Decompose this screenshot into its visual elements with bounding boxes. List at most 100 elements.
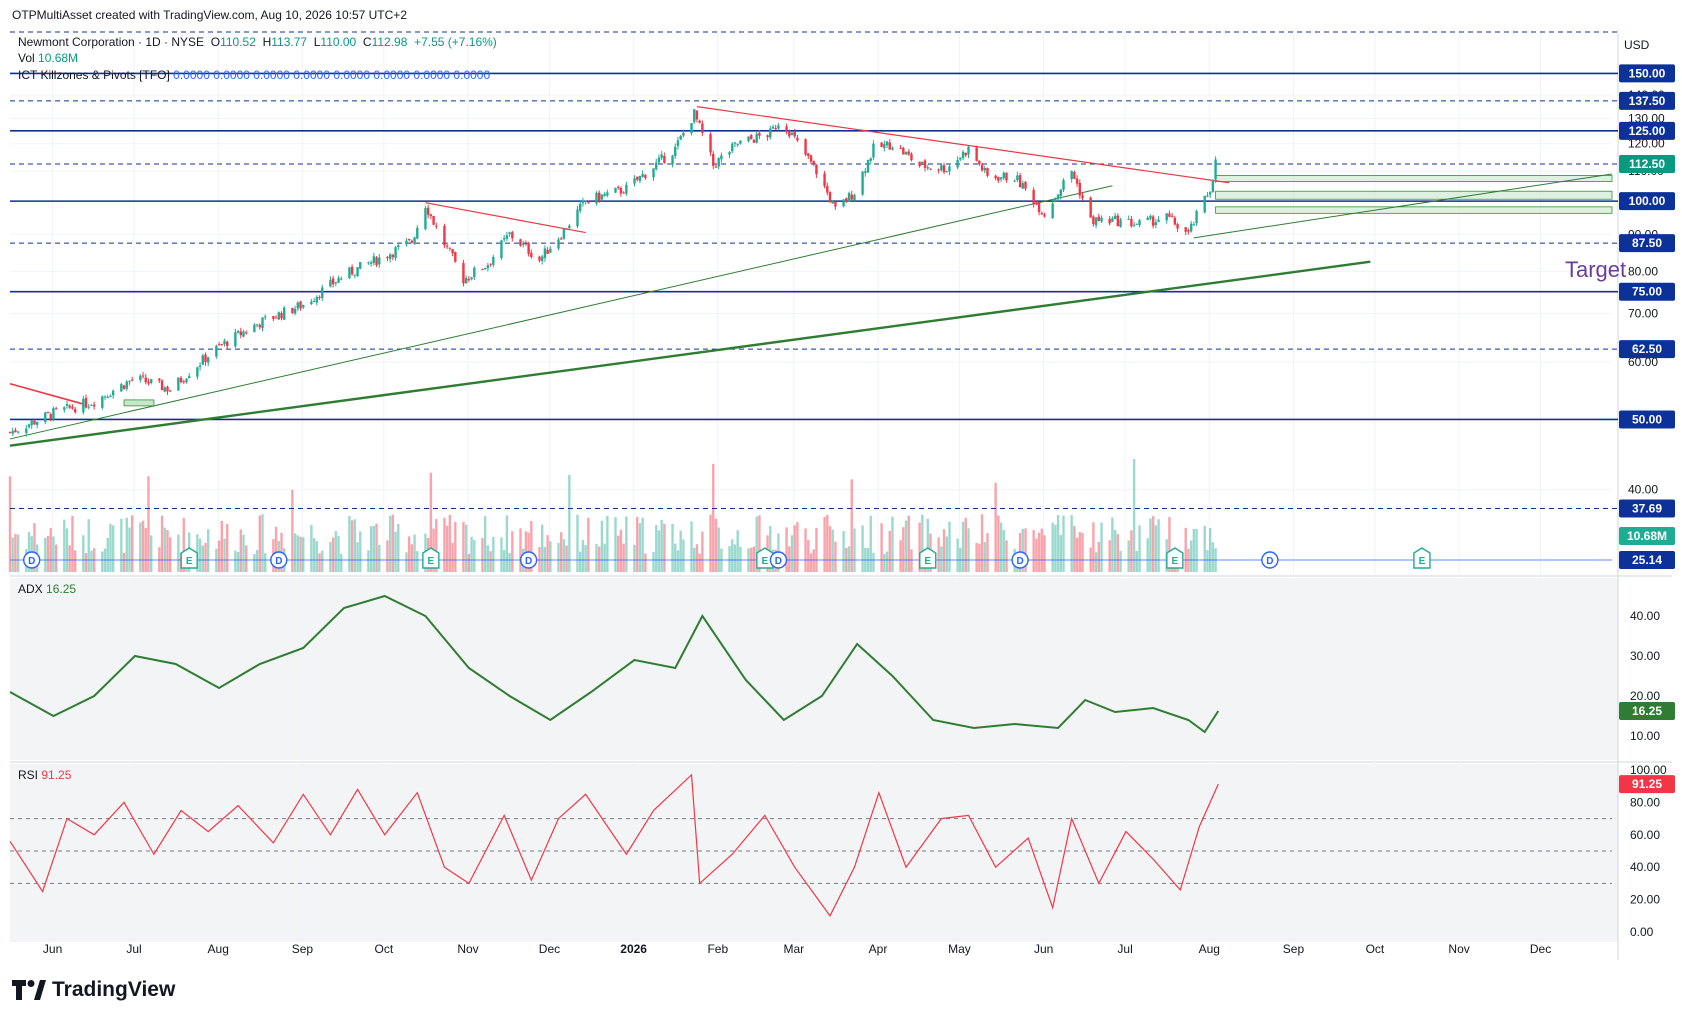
volume-bar[interactable] — [815, 527, 818, 572]
candle-body[interactable] — [785, 126, 788, 131]
candle-body[interactable] — [413, 237, 416, 244]
candle-body[interactable] — [1187, 230, 1190, 232]
candle-body[interactable] — [318, 296, 321, 298]
candle-body[interactable] — [302, 305, 305, 308]
volume-bar[interactable] — [530, 521, 533, 572]
volume-bar[interactable] — [655, 525, 658, 572]
volume-bar[interactable] — [690, 521, 693, 572]
candle-body[interactable] — [424, 208, 427, 230]
candle-body[interactable] — [923, 160, 927, 168]
candle-body[interactable] — [11, 430, 14, 434]
volume-bar[interactable] — [331, 537, 335, 572]
volume-bar[interactable] — [657, 530, 661, 572]
candle-body[interactable] — [809, 155, 813, 162]
candle-body[interactable] — [253, 324, 256, 333]
volume-bar[interactable] — [177, 534, 180, 572]
volume-bar[interactable] — [869, 515, 872, 572]
volume-bar[interactable] — [481, 538, 484, 572]
volume-bar[interactable] — [410, 544, 414, 572]
candle-body[interactable] — [321, 287, 324, 299]
volume-bar[interactable] — [1187, 548, 1190, 572]
volume-bar[interactable] — [443, 517, 446, 572]
candle-body[interactable] — [139, 375, 142, 380]
candle-body[interactable] — [883, 144, 886, 149]
target-zone[interactable] — [1215, 175, 1613, 182]
candle-body[interactable] — [1032, 189, 1035, 205]
volume-bar[interactable] — [464, 524, 468, 572]
volume-bar[interactable] — [11, 537, 14, 572]
volume-bar[interactable] — [169, 537, 172, 572]
candle-body[interactable] — [850, 194, 853, 200]
candle-body[interactable] — [682, 132, 685, 136]
candle-body[interactable] — [1195, 211, 1198, 224]
candle-body[interactable] — [429, 214, 433, 216]
candle-body[interactable] — [625, 184, 628, 194]
volume-bar[interactable] — [220, 520, 223, 572]
volume-bar[interactable] — [511, 531, 514, 572]
volume-bar[interactable] — [543, 546, 547, 572]
trend-line-green[interactable] — [1193, 173, 1613, 239]
volume-bar[interactable] — [448, 514, 452, 572]
volume-bar[interactable] — [796, 522, 799, 572]
volume-bar[interactable] — [1059, 534, 1063, 572]
candle-body[interactable] — [1092, 216, 1095, 225]
candle-body[interactable] — [359, 262, 362, 269]
candle-body[interactable] — [519, 239, 522, 246]
volume-bar[interactable] — [372, 525, 376, 572]
volume-bar[interactable] — [1024, 528, 1027, 572]
volume-bar[interactable] — [128, 527, 131, 572]
volume-bar[interactable] — [676, 550, 680, 572]
candle-body[interactable] — [386, 257, 389, 259]
candle-body[interactable] — [1005, 172, 1008, 181]
volume-bar[interactable] — [234, 550, 237, 572]
candle-body[interactable] — [655, 162, 658, 170]
candle-body[interactable] — [543, 248, 547, 259]
candle-body[interactable] — [122, 385, 126, 389]
candle-body[interactable] — [177, 377, 180, 391]
volume-bar[interactable] — [807, 539, 810, 572]
volume-bar[interactable] — [312, 538, 316, 572]
candle-body[interactable] — [636, 176, 639, 180]
candle-body[interactable] — [84, 397, 88, 408]
candle-body[interactable] — [1108, 218, 1111, 224]
candle-body[interactable] — [103, 396, 107, 398]
candle-body[interactable] — [1059, 189, 1063, 196]
volume-bar[interactable] — [709, 514, 712, 572]
candle-body[interactable] — [1054, 197, 1057, 203]
candle-body[interactable] — [880, 142, 883, 147]
volume-bar[interactable] — [888, 530, 891, 572]
volume-bar[interactable] — [500, 537, 503, 572]
candle-body[interactable] — [245, 332, 248, 334]
trend-line-red[interactable] — [425, 202, 586, 234]
volume-bar[interactable] — [641, 517, 644, 572]
candle-body[interactable] — [435, 225, 438, 227]
volume-bar[interactable] — [717, 527, 720, 572]
candle-body[interactable] — [451, 249, 454, 254]
candle-body[interactable] — [562, 228, 566, 239]
volume-bar[interactable] — [413, 534, 416, 572]
volume-bar[interactable] — [600, 520, 604, 572]
candle-body[interactable] — [1035, 203, 1038, 205]
candle-body[interactable] — [557, 239, 560, 249]
candle-body[interactable] — [1002, 172, 1005, 179]
candle-body[interactable] — [614, 187, 617, 193]
volume-bar[interactable] — [407, 536, 411, 572]
volume-bar[interactable] — [983, 541, 986, 572]
volume-bar[interactable] — [125, 517, 128, 572]
candle-body[interactable] — [481, 269, 484, 271]
currency-label[interactable]: USD — [1624, 38, 1650, 52]
candle-body[interactable] — [872, 143, 875, 158]
symbol-line[interactable]: Newmont Corporation · 1D · NYSE — [18, 35, 205, 49]
candle-body[interactable] — [885, 141, 889, 146]
candle-body[interactable] — [1119, 219, 1122, 227]
volume-bar[interactable] — [728, 546, 731, 572]
candle-body[interactable] — [310, 301, 313, 305]
candle-body[interactable] — [964, 152, 967, 156]
volume-bar[interactable] — [804, 528, 807, 572]
volume-bar[interactable] — [182, 517, 185, 572]
volume-bar[interactable] — [337, 536, 340, 572]
candle-body[interactable] — [986, 167, 989, 176]
candle-body[interactable] — [663, 155, 666, 163]
volume-bar[interactable] — [834, 541, 837, 572]
volume-bar[interactable] — [1168, 516, 1171, 572]
